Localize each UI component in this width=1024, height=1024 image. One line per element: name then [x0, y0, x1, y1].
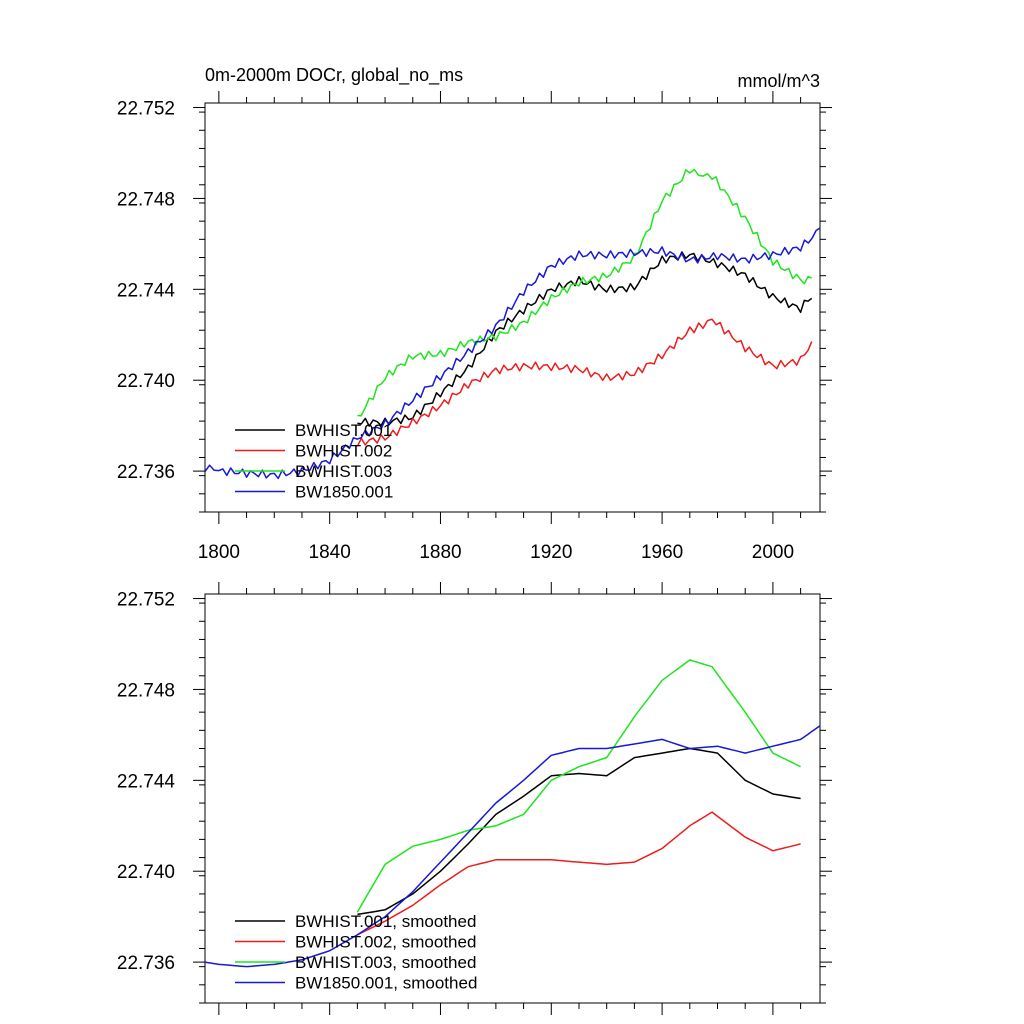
units-label: mmol/m^3 [738, 71, 820, 91]
y-tick-label: 22.748 [117, 680, 175, 701]
plot-frame [204, 593, 821, 1004]
legend-label: BW1850.001, smoothed [295, 974, 477, 993]
x-tick-label: 1960 [641, 542, 683, 563]
y-tick-label: 22.752 [117, 590, 175, 611]
series-line-4 [205, 227, 820, 480]
legend-label: BWHIST.003, smoothed [295, 953, 476, 972]
chart-title: 0m-2000m DOCr, global_no_ms [205, 65, 463, 86]
y-tick-label: 22.748 [117, 189, 175, 210]
legend-label: BWHIST.002, smoothed [295, 933, 476, 952]
x-tick-label: 2000 [752, 542, 794, 563]
y-tick-label: 22.736 [117, 953, 175, 974]
x-tick-label: 1920 [530, 542, 572, 563]
y-tick-label: 22.752 [117, 99, 175, 120]
series-line-1 [357, 251, 813, 427]
series-line-3 [356, 659, 801, 913]
series-line-2 [357, 811, 801, 936]
legend-label: BWHIST.001 [295, 421, 392, 440]
y-tick-label: 22.740 [117, 371, 175, 392]
y-tick-label: 22.740 [117, 862, 175, 883]
legend-label: BW1850.001 [295, 483, 393, 502]
x-tick-label: 1840 [309, 542, 351, 563]
series-line-1 [357, 747, 801, 916]
series-line-4 [205, 725, 820, 968]
legend-label: BWHIST.003 [295, 462, 392, 481]
legend-label: BWHIST.001, smoothed [295, 912, 476, 931]
y-tick-label: 22.744 [117, 771, 176, 792]
plot-frame [204, 102, 821, 513]
panel-top: 22.736 22.740 22.744 22.748 22.752 1800 1840 18… [117, 65, 832, 563]
legend-label: BWHIST.002 [295, 442, 392, 461]
x-tick-label: 1880 [419, 542, 461, 563]
series-line-2 [356, 318, 813, 447]
y-tick-label: 22.744 [117, 280, 176, 301]
y-tick-label: 22.736 [117, 462, 175, 483]
series-line-3 [357, 168, 812, 417]
x-tick-label: 1800 [198, 542, 240, 563]
panel-bottom: 22.736 22.740 22.744 22.748 22.752 BWHIST.001… [117, 582, 832, 1015]
